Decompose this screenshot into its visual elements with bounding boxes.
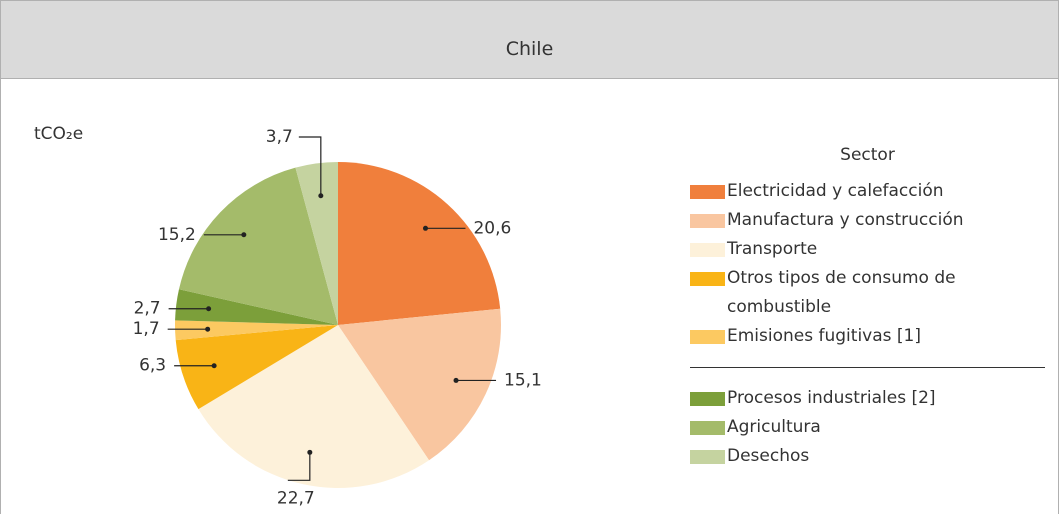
- legend-item: Desechos: [690, 442, 1045, 471]
- legend-label: Emisiones fugitivas [1]: [727, 326, 921, 346]
- pie-slice: [198, 325, 430, 489]
- frame: [0, 78, 1, 514]
- legend-item: Agricultura: [690, 413, 1045, 442]
- pie-slice: [175, 325, 338, 410]
- data-label: 2,7: [134, 299, 161, 319]
- leader-line: [298, 136, 322, 196]
- legend-swatch: [690, 450, 725, 464]
- legend-label: Electricidad y calefacción: [727, 181, 944, 201]
- leader-line: [287, 452, 311, 481]
- legend-swatch: [690, 421, 725, 435]
- legend-separator: [690, 367, 1045, 368]
- data-label: 6,3: [139, 356, 166, 376]
- legend-item: Procesos industriales [2]: [690, 384, 1045, 413]
- data-label: 15,1: [504, 370, 542, 390]
- legend-swatch: [690, 272, 725, 286]
- legend-label: Manufactura y construcción: [727, 210, 964, 230]
- pie-slice: [338, 162, 501, 325]
- pie-slice: [175, 289, 338, 325]
- data-label: 15,2: [158, 225, 196, 245]
- legend-item: Otros tipos de consumo de combustible: [690, 264, 1045, 322]
- pie-slice: [338, 308, 501, 461]
- legend-swatch: [690, 330, 725, 344]
- legend-swatch: [690, 243, 725, 257]
- chart-title: Chile: [0, 0, 1059, 79]
- legend-label: Otros tipos de consumo de combustible: [727, 268, 956, 317]
- legend-swatch: [690, 185, 725, 199]
- pie-slice: [178, 167, 338, 325]
- data-label: 3,7: [266, 127, 293, 147]
- legend-item: Emisiones fugitivas [1]: [690, 322, 1045, 351]
- data-label: 20,6: [473, 218, 511, 238]
- legend-swatch: [690, 392, 725, 406]
- legend-title: Sector: [840, 145, 895, 165]
- unit-label: tCO₂e: [34, 124, 84, 144]
- legend-swatch: [690, 214, 725, 228]
- pie-slice: [295, 162, 338, 325]
- data-label: 1,7: [133, 319, 160, 339]
- legend-label: Transporte: [727, 239, 818, 259]
- legend-label: Procesos industriales [2]: [727, 388, 936, 408]
- legend-label: Desechos: [727, 446, 810, 466]
- data-label: 22,7: [277, 488, 315, 508]
- legend-item: Manufactura y construcción: [690, 206, 1045, 235]
- legend: Sector Electricidad y calefacción Manufac…: [690, 145, 1045, 471]
- legend-item: Transporte: [690, 235, 1045, 264]
- legend-item: Electricidad y calefacción: [690, 177, 1045, 206]
- pie-slice: [175, 320, 338, 341]
- legend-label: Agricultura: [727, 417, 821, 437]
